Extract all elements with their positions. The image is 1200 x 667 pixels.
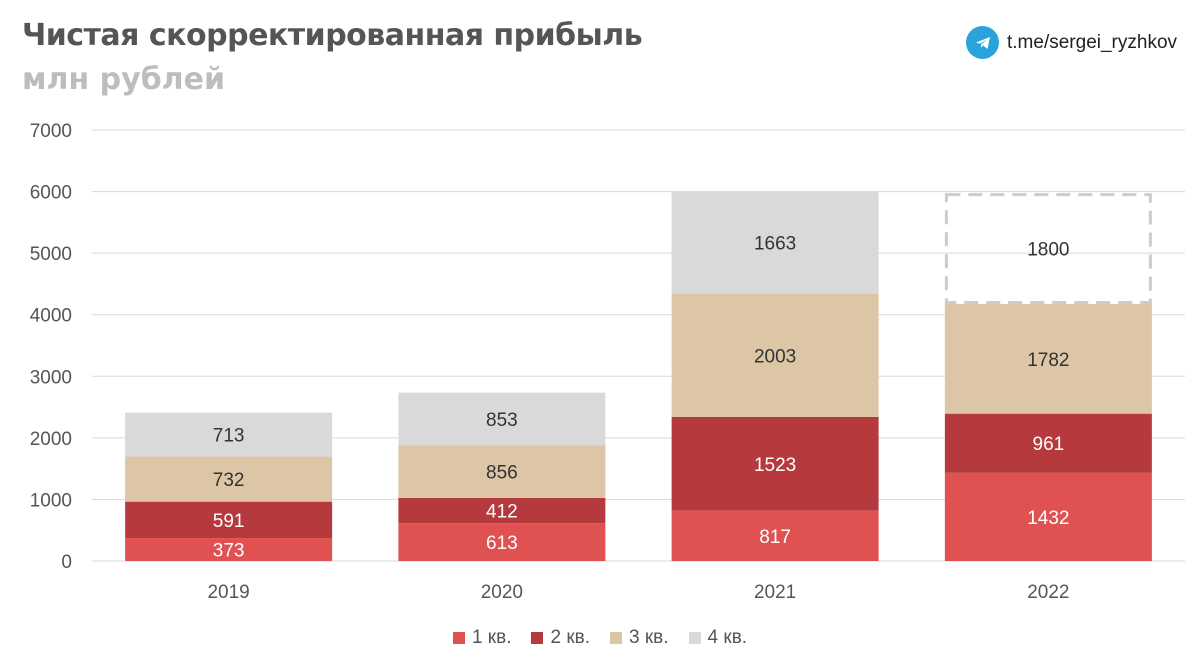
legend-label: 2 кв. (550, 627, 590, 648)
legend-swatch (688, 632, 701, 644)
data-label: 713 (213, 426, 245, 447)
chart-legend: 1 кв. 2 кв. 3 кв. 4 кв. (0, 627, 1200, 649)
chart-subtitle: млн рублей (22, 62, 225, 97)
bar-segment (944, 472, 1152, 561)
legend-label: 3 кв. (629, 627, 669, 648)
telegram-link[interactable]: t.me/sergei_ryzhkov (966, 26, 1177, 59)
y-tick-label: 2000 (30, 429, 72, 450)
data-label: 732 (213, 470, 245, 491)
bar-segment (125, 456, 333, 502)
bar-segment (398, 392, 606, 446)
bar-segment (944, 303, 1152, 414)
bar-segment (671, 293, 879, 417)
y-tick-label: 5000 (30, 244, 72, 265)
data-label: 1800 (1027, 240, 1069, 261)
data-label: 817 (759, 527, 791, 548)
x-category-label: 2020 (481, 582, 523, 603)
data-label: 2003 (754, 346, 796, 367)
y-tick-label: 1000 (30, 490, 72, 511)
data-label: 1432 (1027, 508, 1069, 529)
bar-segment (398, 445, 606, 498)
bar-segment (398, 523, 606, 561)
legend-item: 2 кв. (531, 627, 590, 649)
bar-segment-forecast (944, 193, 1152, 304)
legend-item: 4 кв. (688, 627, 748, 649)
y-tick-label: 4000 (30, 306, 72, 327)
bar-segment (671, 416, 879, 511)
x-category-label: 2019 (207, 582, 249, 603)
data-label: 961 (1033, 434, 1065, 455)
x-category-label: 2021 (754, 582, 796, 603)
legend-swatch (452, 632, 465, 644)
x-category-label: 2022 (1027, 582, 1069, 603)
y-tick-label: 0 (61, 552, 72, 573)
data-label: 591 (213, 511, 245, 532)
telegram-icon (966, 26, 999, 59)
legend-item: 1 кв. (452, 627, 512, 649)
bar-segment (125, 501, 333, 539)
data-label: 1523 (754, 455, 796, 476)
bar-segment (125, 538, 333, 561)
bar-segment (944, 413, 1152, 473)
chart-title: Чистая скорректированная прибыль (22, 18, 643, 53)
y-tick-label: 7000 (30, 121, 72, 142)
bar-segment (671, 510, 879, 561)
data-label: 613 (486, 533, 518, 554)
legend-label: 1 кв. (471, 627, 512, 648)
legend-label: 4 кв. (707, 627, 748, 648)
data-label: 373 (213, 541, 245, 562)
y-tick-label: 6000 (30, 183, 72, 204)
bar-segment (398, 497, 606, 524)
data-label: 853 (486, 410, 518, 431)
bar-segment (125, 412, 333, 457)
data-label: 856 (486, 463, 518, 484)
data-label: 1663 (754, 233, 796, 254)
telegram-link-text: t.me/sergei_ryzhkov (1007, 31, 1178, 53)
legend-swatch (531, 632, 544, 644)
y-tick-label: 3000 (30, 367, 72, 388)
data-label: 1782 (1027, 350, 1069, 371)
legend-item: 3 кв. (610, 627, 669, 649)
bar-segment (671, 191, 879, 294)
legend-swatch (610, 632, 622, 644)
data-label: 412 (486, 502, 518, 523)
